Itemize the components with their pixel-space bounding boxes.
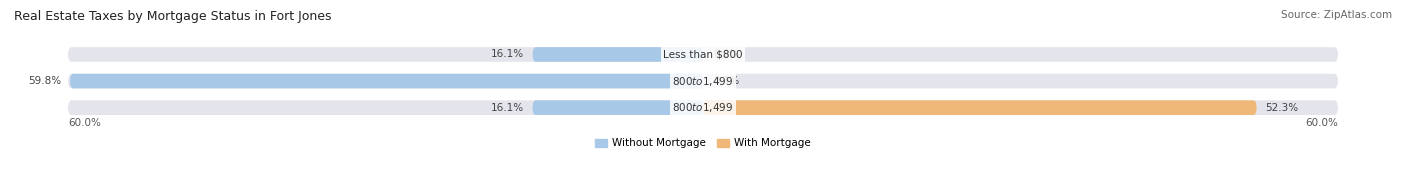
Text: 16.1%: 16.1%	[491, 103, 524, 113]
Text: $800 to $1,499: $800 to $1,499	[672, 74, 734, 88]
FancyBboxPatch shape	[703, 100, 1257, 115]
Text: Real Estate Taxes by Mortgage Status in Fort Jones: Real Estate Taxes by Mortgage Status in …	[14, 10, 332, 23]
Text: 52.3%: 52.3%	[1265, 103, 1298, 113]
Legend: Without Mortgage, With Mortgage: Without Mortgage, With Mortgage	[591, 134, 815, 152]
Text: $800 to $1,499: $800 to $1,499	[672, 101, 734, 114]
Text: 60.0%: 60.0%	[67, 118, 101, 128]
Text: 0.0%: 0.0%	[714, 76, 740, 86]
FancyBboxPatch shape	[70, 74, 703, 88]
FancyBboxPatch shape	[67, 100, 1339, 115]
Text: 16.1%: 16.1%	[491, 49, 524, 59]
Text: Less than $800: Less than $800	[664, 49, 742, 59]
Text: 60.0%: 60.0%	[1305, 118, 1339, 128]
Text: 0.0%: 0.0%	[714, 49, 740, 59]
FancyBboxPatch shape	[533, 47, 703, 62]
Text: Source: ZipAtlas.com: Source: ZipAtlas.com	[1281, 10, 1392, 20]
Text: 59.8%: 59.8%	[28, 76, 62, 86]
FancyBboxPatch shape	[67, 74, 1339, 88]
FancyBboxPatch shape	[67, 47, 1339, 62]
FancyBboxPatch shape	[533, 100, 703, 115]
